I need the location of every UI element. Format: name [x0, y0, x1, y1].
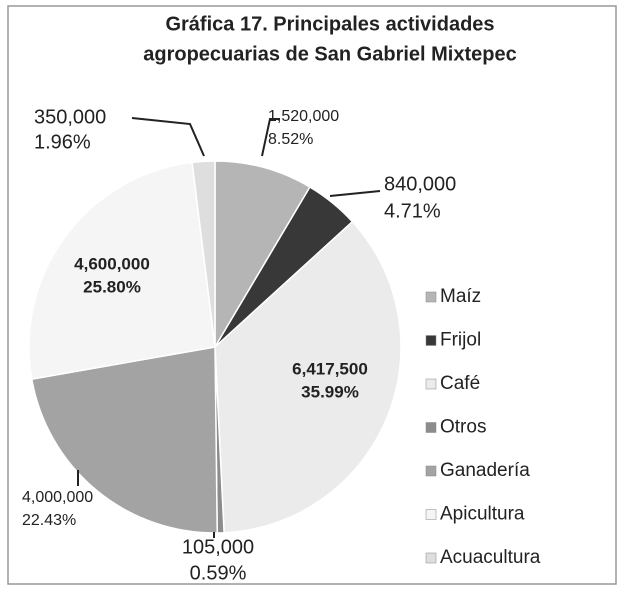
pie-slice — [191, 160, 216, 348]
data-label: 4,000,000 — [22, 489, 93, 506]
legend-swatch — [425, 291, 437, 303]
legend-swatch — [425, 378, 437, 390]
data-label: 35.99% — [301, 382, 359, 401]
data-label: 4,600,000 — [74, 254, 150, 273]
legend-swatch — [425, 509, 437, 520]
data-label: 8.52% — [268, 131, 313, 148]
legend-label: Ganadería — [440, 460, 530, 481]
chart-title: agropecuarias de San Gabriel Mixtepec — [143, 43, 516, 65]
data-label: 1,520,000 — [268, 108, 339, 125]
leader-line — [261, 118, 280, 157]
legend-swatch — [425, 335, 437, 346]
chart-title: Gráfica 17. Principales actividades — [165, 13, 494, 35]
leader-line — [329, 190, 381, 197]
data-label: 105,000 — [182, 536, 254, 558]
legend-label: Maíz — [440, 286, 481, 307]
pie-slice — [214, 220, 402, 534]
data-label: 840,000 — [384, 173, 456, 195]
data-label: 0.59% — [190, 562, 247, 584]
legend-label: Frijol — [440, 330, 481, 351]
leader-line — [131, 117, 205, 157]
legend-swatch — [425, 552, 437, 564]
legend-label: Acuacultura — [440, 547, 541, 568]
data-label: 25.80% — [83, 277, 141, 296]
legend-swatch — [425, 422, 437, 433]
data-label: 22.43% — [22, 512, 76, 529]
pie-slice — [30, 346, 218, 534]
pie-slice — [28, 161, 216, 380]
legend-label: Otros — [440, 417, 486, 438]
data-label: 1.96% — [34, 131, 91, 153]
legend-swatch — [425, 465, 437, 477]
legend-label: Apicultura — [440, 504, 525, 525]
legend-label: Café — [440, 373, 480, 394]
data-label: 350,000 — [34, 106, 106, 128]
data-label: 4.71% — [384, 200, 441, 222]
data-label: 6,417,500 — [292, 359, 368, 378]
pie-slice — [214, 160, 311, 350]
